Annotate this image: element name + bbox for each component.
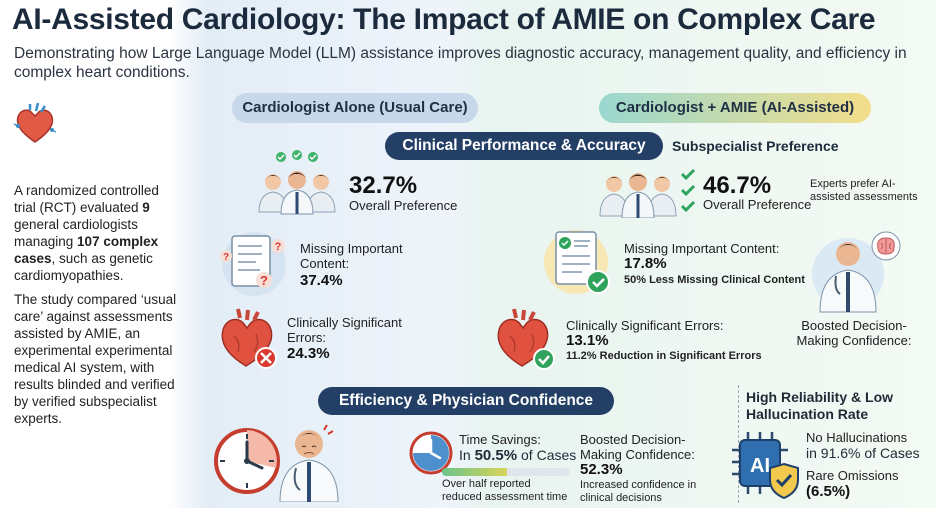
time-savings-percent: 50.5% [474, 447, 518, 464]
doctors-group-approved-icon [598, 162, 698, 219]
right-preference-label: Overall Preference [703, 197, 812, 212]
time-savings-prefix: In [459, 447, 475, 463]
ai-chip-text: AI [750, 455, 770, 477]
svg-text:?: ? [260, 273, 268, 288]
ai-chip-icon: AI [728, 428, 802, 500]
left-errors-value: 24.3% [287, 345, 330, 362]
intro-case-count: 107 complex cases [14, 234, 159, 266]
right-errors-label: Clinically Significant Errors: [566, 318, 724, 333]
time-savings-value: In 50.5% of Cases [459, 447, 576, 464]
time-savings-bar [442, 468, 570, 476]
left-missing-content-label: Missing Important Content: [300, 241, 403, 271]
time-savings-label: Time Savings: [459, 432, 541, 447]
right-errors-note: 11.2% Reduction in Significant Errors [566, 350, 762, 362]
right-preference-value: 46.7% [703, 172, 772, 199]
heart-checked-icon [492, 306, 558, 372]
intro-text: , such as genetic cardiomyopathies. [14, 251, 153, 283]
svg-text:?: ? [223, 252, 229, 263]
time-savings-suffix: of Cases [517, 447, 577, 463]
tired-doctor-icon [276, 420, 342, 503]
left-errors-label: Clinically Significant Errors: [287, 315, 402, 345]
efficiency-banner: Efficiency & Physician Confidence [318, 387, 614, 415]
confidence-label: Boosted Decision-Making Confidence: [580, 432, 695, 462]
no-hallucinations-value: in 91.6% of Cases [806, 445, 920, 461]
subspecialist-preference-heading: Subspecialist Preference [672, 138, 839, 154]
study-intro-paragraph-1: A randomized controlled trial (RCT) eval… [14, 182, 179, 284]
time-savings-bar-fill [442, 468, 507, 476]
right-preference-note: Experts prefer AI-assisted assessments [810, 178, 918, 203]
study-intro: A randomized controlled trial (RCT) eval… [14, 182, 179, 434]
doctor-brain-icon [806, 228, 906, 314]
intro-text: A randomized controlled trial (RCT) eval… [14, 183, 159, 215]
left-missing-content-value: 37.4% [300, 272, 343, 289]
document-checked-icon [538, 226, 618, 298]
confidence-value: 52.3% [580, 461, 623, 478]
page-subtitle: Demonstrating how Large Language Model (… [14, 45, 907, 81]
clinical-performance-banner: Clinical Performance & Accuracy [385, 132, 663, 160]
study-intro-paragraph-2: The study compared ‘usual care’ against … [14, 292, 177, 426]
page-title: AI-Assisted Cardiology: The Impact of AM… [12, 3, 876, 36]
time-savings-clock-icon [408, 430, 454, 476]
intro-cardiologist-count: 9 [142, 200, 150, 215]
rare-omissions-label: Rare Omissions [806, 468, 899, 483]
ai-assisted-label: Cardiologist + AMIE (AI-Assisted) [599, 93, 871, 123]
heart-error-icon [216, 306, 282, 372]
left-preference-value: 32.7% [349, 172, 418, 199]
usual-care-label: Cardiologist Alone (Usual Care) [232, 93, 478, 123]
right-missing-content-note: 50% Less Missing Clinical Content [624, 274, 805, 286]
heart-logo-icon [12, 102, 58, 148]
section-divider [738, 385, 739, 503]
right-errors-value: 13.1% [566, 332, 609, 349]
time-savings-note: Over half reported reduced assessment ti… [442, 478, 568, 503]
intro-text: general cardiologists managing [14, 217, 138, 249]
right-confidence-label: Boosted Decision-Making Confidence: [796, 318, 912, 348]
right-missing-content-value: 17.8% [624, 255, 667, 272]
rare-omissions-value: (6.5%) [806, 483, 851, 500]
svg-text:?: ? [275, 241, 282, 253]
left-preference-label: Overall Preference [349, 198, 458, 213]
doctors-group-icon [255, 150, 339, 216]
document-question-icon: ? ? ? [212, 228, 296, 298]
clock-icon [212, 424, 282, 494]
reliability-title: High Reliability & Low Hallucination Rat… [746, 389, 894, 422]
right-missing-content-label: Missing Important Content: [624, 241, 780, 256]
no-hallucinations-label: No Hallucinations [806, 430, 908, 445]
confidence-note: Increased confidence in clinical decisio… [580, 479, 697, 504]
